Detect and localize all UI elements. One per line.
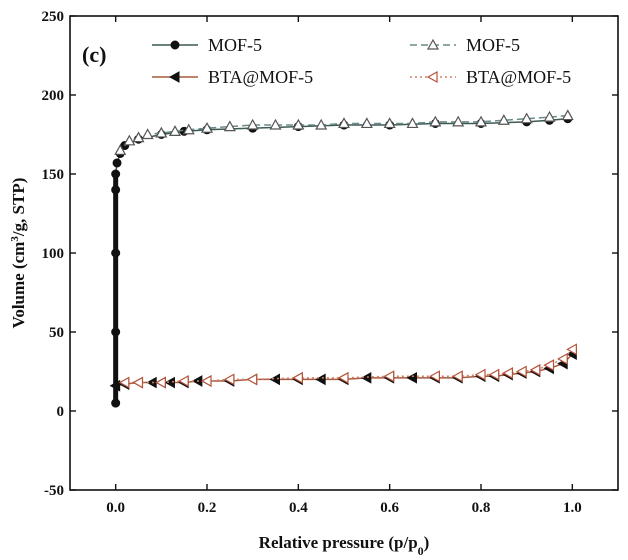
data-point [269, 118, 282, 130]
x-axis-title-tail: ) [424, 533, 430, 552]
data-point [543, 110, 556, 122]
series-3 [109, 348, 577, 392]
series-2 [114, 109, 574, 155]
x-tick-label: 0.8 [472, 500, 491, 516]
data-point [123, 134, 136, 146]
data-point [246, 373, 258, 386]
data-point [177, 374, 189, 387]
data-point [155, 126, 168, 138]
data-point [337, 117, 351, 129]
legend-entry: BTA@MOF-5 [410, 67, 571, 87]
data-point [520, 112, 533, 124]
data-point [502, 367, 514, 380]
data-point [383, 370, 395, 383]
data-point [429, 370, 440, 383]
legend-marker [426, 70, 438, 84]
data-point [543, 359, 555, 372]
data-point [315, 373, 326, 386]
data-point [406, 371, 417, 384]
x-tick-label: 0.0 [106, 500, 125, 516]
legend-marker [168, 71, 180, 83]
data-point [315, 118, 328, 130]
y-tick-label: -50 [44, 483, 64, 499]
y-tick-label: 200 [42, 88, 65, 104]
data-point [429, 115, 442, 127]
data-point [360, 371, 372, 384]
x-tick-label: 1.0 [563, 500, 582, 516]
data-point [118, 376, 130, 389]
legend-label: MOF-5 [466, 35, 520, 55]
x-tick-label: 0.2 [198, 500, 217, 516]
legend-entry: MOF-5 [152, 35, 262, 55]
legend-label: BTA@MOF-5 [466, 67, 571, 87]
legend-entry: BTA@MOF-5 [152, 67, 313, 87]
y-tick-label: 50 [49, 325, 64, 341]
data-point [406, 117, 419, 129]
series-line [114, 117, 568, 404]
data-point [515, 365, 527, 378]
data-point [200, 121, 214, 133]
data-point [223, 373, 235, 386]
data-point [132, 376, 144, 389]
x-tick-label: 0.6 [380, 500, 399, 516]
y-tick-label: 0 [57, 404, 65, 420]
data-point [474, 368, 486, 381]
data-point [451, 370, 463, 383]
data-point [200, 374, 212, 387]
data-point [141, 128, 154, 140]
data-point [223, 120, 236, 132]
legend-marker [426, 38, 440, 50]
data-point [529, 363, 541, 376]
data-point [337, 371, 349, 384]
x-axis-title-subscript: 0 [418, 544, 424, 558]
data-point [556, 352, 568, 365]
data-point [292, 371, 303, 384]
data-point [182, 123, 195, 135]
y-tick-label: 250 [42, 9, 65, 25]
legend-marker [170, 40, 180, 50]
data-point [164, 376, 175, 389]
data-point [383, 117, 396, 129]
data-point [132, 131, 145, 143]
y-tick-label: 100 [42, 246, 65, 262]
data-point [474, 115, 488, 127]
plot-frame [69, 15, 619, 491]
data-point [561, 109, 574, 121]
legend-label: BTA@MOF-5 [208, 67, 313, 87]
series-4 [118, 343, 577, 389]
data-point [112, 158, 122, 168]
data-point [488, 368, 500, 381]
legend-entry: MOF-5 [410, 35, 520, 55]
data-point [497, 114, 510, 125]
y-axis-title-superscript: 3 [9, 236, 21, 242]
data-point [292, 118, 305, 130]
y-axis-title-main: Volume (cm [9, 242, 28, 329]
data-point [169, 125, 182, 136]
x-axis-title: Relative pressure (p/p0) [259, 533, 430, 558]
legend-label: MOF-5 [208, 35, 262, 55]
data-point [360, 117, 373, 129]
y-axis-title: Volume (cm3/g, STP) [9, 178, 28, 329]
y-axis-title-tail: /g, STP) [9, 178, 28, 238]
x-axis-title-main: Relative pressure (p/p [259, 533, 418, 552]
data-point [269, 373, 280, 386]
data-point [452, 115, 465, 127]
data-point [566, 343, 577, 356]
series-1 [111, 114, 573, 408]
y-tick-label: 150 [42, 167, 65, 183]
x-tick-label: 0.4 [289, 500, 308, 516]
data-point [246, 118, 259, 130]
data-point [114, 144, 127, 155]
panel-label: (c) [82, 42, 106, 67]
data-point [155, 376, 166, 389]
